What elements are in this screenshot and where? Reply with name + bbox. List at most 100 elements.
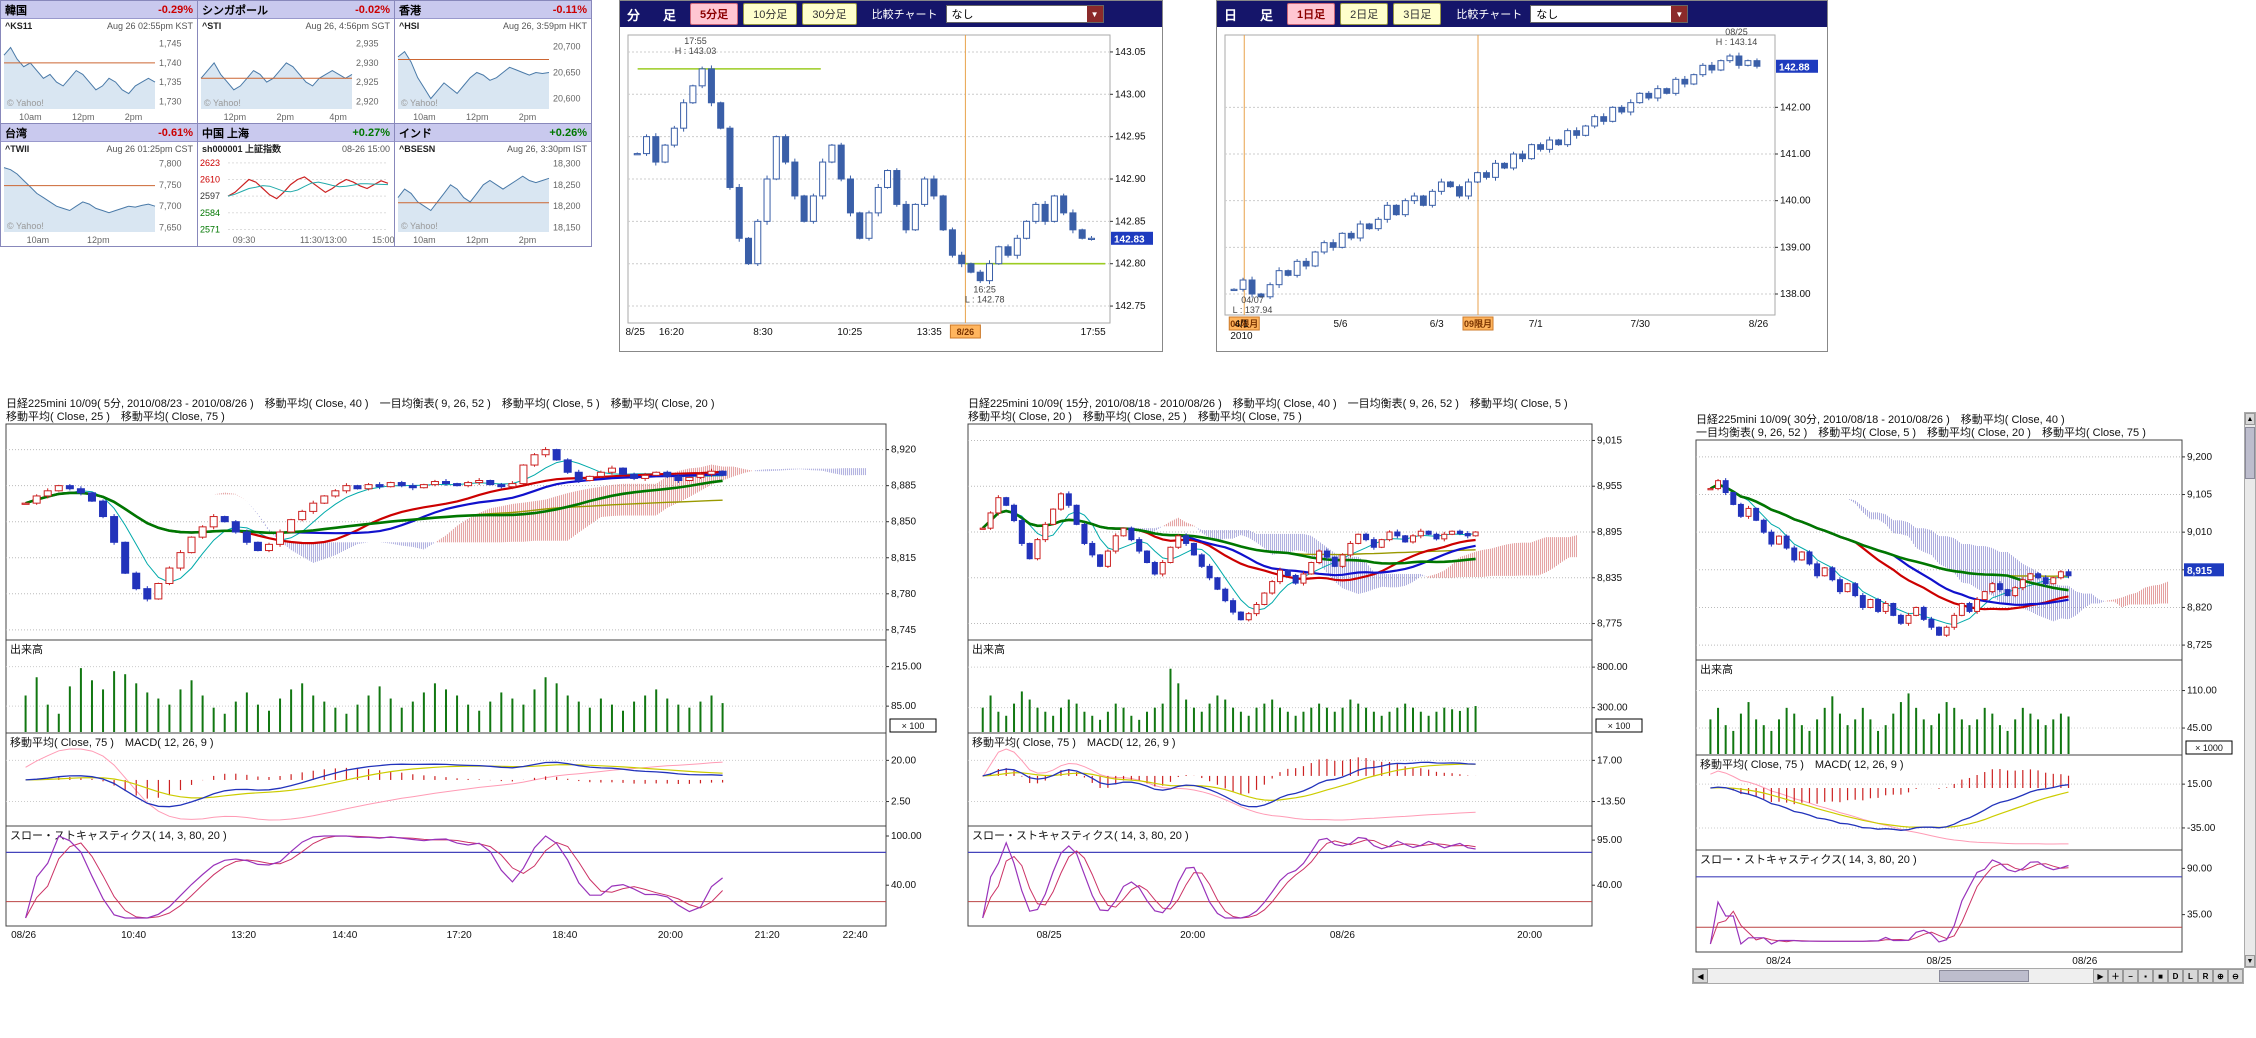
- svg-text:143.05: 143.05: [1115, 47, 1146, 58]
- svg-text:4/1: 4/1: [1235, 319, 1249, 330]
- toolbar-button-7[interactable]: ⊕: [2213, 969, 2228, 983]
- market-symbol: ^HSI: [399, 20, 420, 31]
- scroll-down-button[interactable]: ▼: [2245, 955, 2255, 967]
- svg-text:1,730: 1,730: [159, 96, 182, 106]
- svg-text:8,885: 8,885: [891, 481, 916, 492]
- market-name: インド: [399, 127, 432, 140]
- svg-text:18,200: 18,200: [553, 201, 581, 211]
- svg-text:8/26: 8/26: [957, 327, 975, 337]
- asia-markets-panel: 韓国 -0.29% ^KS11 Aug 26 02:55pm KST 1,745 1,74…: [0, 0, 592, 247]
- svg-text:スロー・ストキャスティクス( 14, 3, 80, 20 ): スロー・ストキャスティクス( 14, 3, 80, 20 ): [10, 829, 227, 842]
- svg-text:8,835: 8,835: [1597, 573, 1622, 584]
- svg-text:2597: 2597: [200, 191, 220, 201]
- dropdown-arrow-icon[interactable]: ▼: [1671, 6, 1688, 22]
- svg-text:1,745: 1,745: [159, 39, 182, 49]
- toolbar-button-1[interactable]: −: [2123, 969, 2138, 983]
- svg-text:08/25: 08/25: [1725, 27, 1748, 37]
- svg-text:95.00: 95.00: [1597, 835, 1622, 846]
- compare-chart-select[interactable]: なし ▼: [945, 5, 1104, 23]
- svg-text:7,650: 7,650: [159, 223, 182, 233]
- toolbar-button-3[interactable]: ■: [2153, 969, 2168, 983]
- svg-text:× 1000: × 1000: [2195, 743, 2223, 753]
- toolbar-buttons: ＋ − ▪ ■ D L R ⊕ ⊖: [2108, 969, 2243, 983]
- nikkei-15min-panel: 日経225mini 10/09( 15分, 2010/08/18 - 2010/…: [964, 396, 1654, 942]
- market-tile-singapore[interactable]: シンガポール -0.02% ^STI Aug 26, 4:56pm SGT 2,935 2…: [197, 0, 395, 124]
- svg-text:移動平均( Close, 75 ) MACD( 12, 26: 移動平均( Close, 75 ) MACD( 12, 26, 9 ): [1700, 757, 1904, 771]
- tab-2day[interactable]: 2日足: [1340, 3, 1389, 25]
- market-change-percent: +0.27%: [352, 126, 390, 139]
- svg-text:7,750: 7,750: [159, 180, 182, 190]
- svg-text:2pm: 2pm: [519, 112, 537, 122]
- svg-text:出来高: 出来高: [10, 642, 43, 656]
- compare-chart-select[interactable]: なし ▼: [1530, 5, 1689, 23]
- svg-text:2,935: 2,935: [356, 39, 379, 49]
- svg-text:143.00: 143.00: [1115, 89, 1146, 100]
- toolbar-button-6[interactable]: R: [2198, 969, 2213, 983]
- nikkei-30min-panel: 日経225mini 10/09( 30分, 2010/08/18 - 2010/…: [1692, 412, 2244, 968]
- svg-text:18,250: 18,250: [553, 180, 581, 190]
- tile-header: 韓国 -0.29%: [1, 1, 197, 19]
- tab-1day[interactable]: 1日足: [1287, 3, 1336, 25]
- market-tile-korea[interactable]: 韓国 -0.29% ^KS11 Aug 26 02:55pm KST 1,745 1,74…: [0, 0, 198, 124]
- toolbar-button-0[interactable]: ＋: [2108, 969, 2123, 983]
- tab-3day[interactable]: 3日足: [1393, 3, 1442, 25]
- svg-text:142.88: 142.88: [1779, 62, 1810, 73]
- svg-text:移動平均( Close, 20 ) 移動平均( Close,: 移動平均( Close, 20 ) 移動平均( Close, 25 ) 移動平均…: [968, 409, 1302, 423]
- toolbar-button-8[interactable]: ⊖: [2228, 969, 2243, 983]
- market-tile-taiwan[interactable]: 台湾 -0.61% ^TWII Aug 26 01:25pm CST 7,800 7,75…: [0, 123, 198, 247]
- scroll-left-button[interactable]: ◀: [1693, 969, 1708, 983]
- vertical-scrollbar[interactable]: ▲ ▼: [2244, 412, 2256, 968]
- toolbar-button-2[interactable]: ▪: [2138, 969, 2153, 983]
- market-tile-shanghai[interactable]: 中国 上海 +0.27% sh000001 上証指数 08-26 15:00 2623 2…: [197, 123, 395, 247]
- svg-text:9,200: 9,200: [2187, 452, 2212, 463]
- horizontal-scroll-track[interactable]: [1708, 969, 2093, 983]
- horizontal-scroll-thumb[interactable]: [1939, 970, 2029, 982]
- market-timestamp: 08-26 15:00: [341, 143, 390, 154]
- svg-text:8,780: 8,780: [891, 589, 916, 600]
- svg-text:出来高: 出来高: [972, 642, 1005, 656]
- market-name: 台湾: [5, 127, 27, 140]
- svg-text:45.00: 45.00: [2187, 723, 2212, 734]
- svg-text:8,725: 8,725: [2187, 640, 2212, 651]
- svg-text:7/30: 7/30: [1631, 319, 1651, 330]
- svg-text:300.00: 300.00: [1597, 703, 1628, 714]
- toolbar-button-5[interactable]: L: [2183, 969, 2198, 983]
- svg-text:141.00: 141.00: [1780, 149, 1811, 160]
- vertical-scroll-thumb[interactable]: [2245, 427, 2255, 479]
- market-name: シンガポール: [202, 4, 268, 17]
- market-name: 香港: [399, 4, 421, 17]
- market-change-percent: -0.02%: [355, 3, 390, 16]
- svg-text:8,775: 8,775: [1597, 619, 1622, 630]
- tab-30min[interactable]: 30分足: [802, 3, 857, 25]
- svg-text:1,735: 1,735: [159, 77, 182, 87]
- tab-5min[interactable]: 5分足: [690, 3, 739, 25]
- tab-10min[interactable]: 10分足: [743, 3, 798, 25]
- svg-text:215.00: 215.00: [891, 662, 922, 673]
- market-symbol: ^KS11: [5, 20, 33, 31]
- market-timestamp: Aug 26 02:55pm KST: [106, 20, 193, 31]
- market-tile-india[interactable]: インド +0.26% ^BSESN Aug 26, 3:30pm IST 18,300 1…: [394, 123, 592, 247]
- vertical-scroll-track[interactable]: [2245, 425, 2255, 955]
- dropdown-arrow-icon[interactable]: ▼: [1086, 6, 1103, 22]
- market-timestamp: Aug 26, 3:30pm IST: [506, 143, 587, 154]
- scroll-up-button[interactable]: ▲: [2245, 413, 2255, 425]
- svg-text:9,105: 9,105: [2187, 490, 2212, 501]
- daily-chart-title: 日 足: [1224, 7, 1279, 23]
- svg-text:5/6: 5/6: [1334, 319, 1348, 330]
- svg-text:8,920: 8,920: [891, 445, 916, 456]
- svg-text:L : 142.78: L : 142.78: [965, 295, 1005, 305]
- svg-text:8,850: 8,850: [891, 517, 916, 528]
- toolbar-button-4[interactable]: D: [2168, 969, 2183, 983]
- market-tile-hongkong[interactable]: 香港 -0.11% ^HSI Aug 26, 3:59pm HKT 20,700 20,6…: [394, 0, 592, 124]
- svg-text:11:30/13:00: 11:30/13:00: [300, 235, 347, 245]
- svg-text:10:25: 10:25: [837, 327, 862, 338]
- svg-text:18,150: 18,150: [553, 223, 581, 233]
- scroll-right-button[interactable]: ▶: [2093, 969, 2108, 983]
- svg-text:08/26: 08/26: [11, 930, 36, 941]
- svg-text:8,895: 8,895: [1597, 527, 1622, 538]
- svg-text:© Yahoo!: © Yahoo!: [7, 98, 44, 108]
- svg-text:08/25: 08/25: [1037, 930, 1062, 941]
- svg-text:17:55: 17:55: [684, 36, 707, 46]
- svg-text:40.00: 40.00: [891, 880, 916, 891]
- sparkline-chart: 2623 2610 2597 2584 2571 09:30 11:30/13:00 15:0…: [200, 158, 394, 245]
